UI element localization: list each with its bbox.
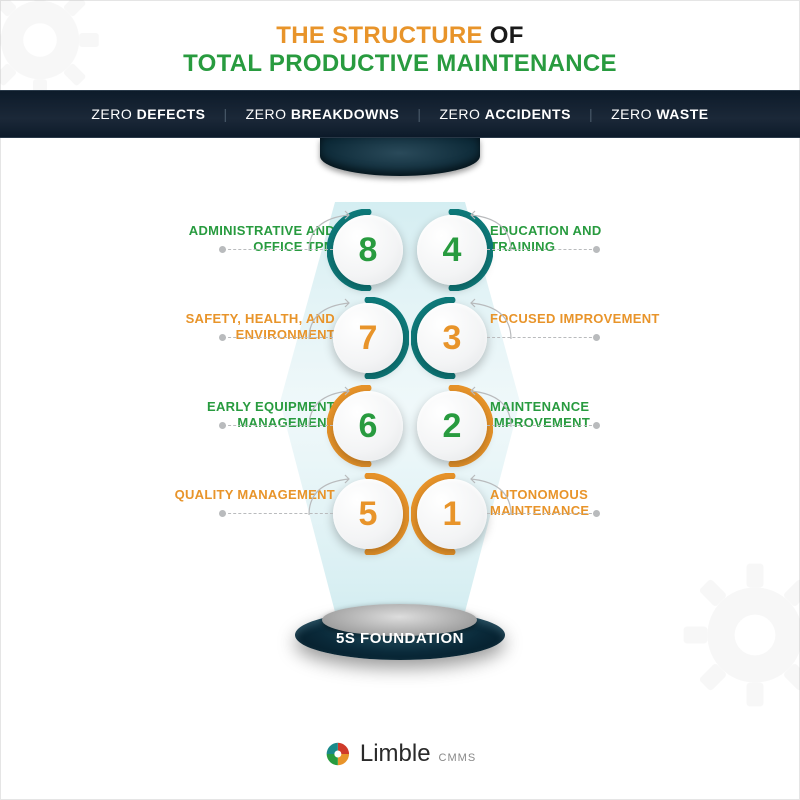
brand-logo: Limble CMMS <box>324 740 476 768</box>
banner-item: ZERO WASTE <box>611 106 709 122</box>
pillar-circle-8: 8 <box>333 215 403 285</box>
logo-mark-icon <box>324 740 352 768</box>
pillar-circle-4: 4 <box>417 215 487 285</box>
logo-name: Limble <box>360 740 431 768</box>
zero-goals-banner: ZERO DEFECTS | ZERO BREAKDOWNS | ZERO ACCIDE… <box>0 90 800 138</box>
banner-item: ZERO BREAKDOWNS <box>246 106 400 122</box>
logo-suffix: CMMS <box>439 752 477 764</box>
beam-top-cap <box>320 138 480 176</box>
pillar-circle-7: 7 <box>333 303 403 373</box>
page-title: THE STRUCTURE OF TOTAL PRODUCTIVE MAINTE… <box>0 0 800 90</box>
connector-line <box>487 513 597 514</box>
foundation-label: 5S FOUNDATION <box>295 630 505 647</box>
banner-item: ZERO ACCIDENTS <box>439 106 570 122</box>
pillar-circle-5: 5 <box>333 479 403 549</box>
title-part2: OF <box>483 22 524 49</box>
connector-dot <box>219 510 226 517</box>
connector-dot <box>593 334 600 341</box>
connector-dot <box>593 510 600 517</box>
pillar-circle-3: 3 <box>417 303 487 373</box>
title-line2: TOTAL PRODUCTIVE MAINTENANCE <box>0 50 800 78</box>
connector-dot <box>219 246 226 253</box>
banner-separator: | <box>223 106 227 122</box>
connector-line <box>487 249 597 250</box>
connector-line <box>223 513 333 514</box>
banner-separator: | <box>589 106 593 122</box>
pillar-circle-6: 6 <box>333 391 403 461</box>
connector-dot <box>593 422 600 429</box>
foundation-base: 5S FOUNDATION <box>295 600 505 665</box>
banner-separator: | <box>417 106 421 122</box>
connector-dot <box>219 422 226 429</box>
connector-line <box>223 337 333 338</box>
banner-item: ZERO DEFECTS <box>91 106 205 122</box>
title-part1: THE STRUCTURE <box>276 22 483 49</box>
connector-dot <box>219 334 226 341</box>
connector-line <box>487 425 597 426</box>
connector-line <box>223 425 333 426</box>
connector-line <box>223 249 333 250</box>
pillar-diagram: 8 7 6 5 4 3 2 1 <box>0 215 800 585</box>
pillar-circle-1: 1 <box>417 479 487 549</box>
connector-dot <box>593 246 600 253</box>
connector-line <box>487 337 597 338</box>
pillar-circle-2: 2 <box>417 391 487 461</box>
